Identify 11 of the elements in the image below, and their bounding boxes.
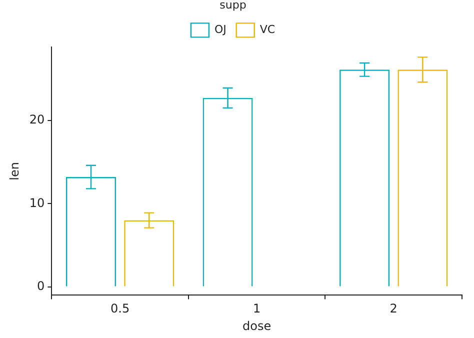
y-axis-title: len — [7, 162, 22, 180]
x-tick-label: 2 — [390, 302, 398, 316]
x-tick-label: 1 — [253, 302, 261, 316]
legend-label: OJ — [214, 23, 226, 36]
x-axis-title: dose — [242, 318, 272, 333]
y-tick-label: 0 — [37, 279, 45, 294]
y-tick-label: 10 — [29, 196, 45, 210]
x-tick-label: 0.5 — [110, 302, 130, 316]
legend-label: VC — [260, 23, 276, 36]
legend-title: supp — [220, 0, 246, 12]
y-tick-label: 20 — [29, 112, 45, 127]
